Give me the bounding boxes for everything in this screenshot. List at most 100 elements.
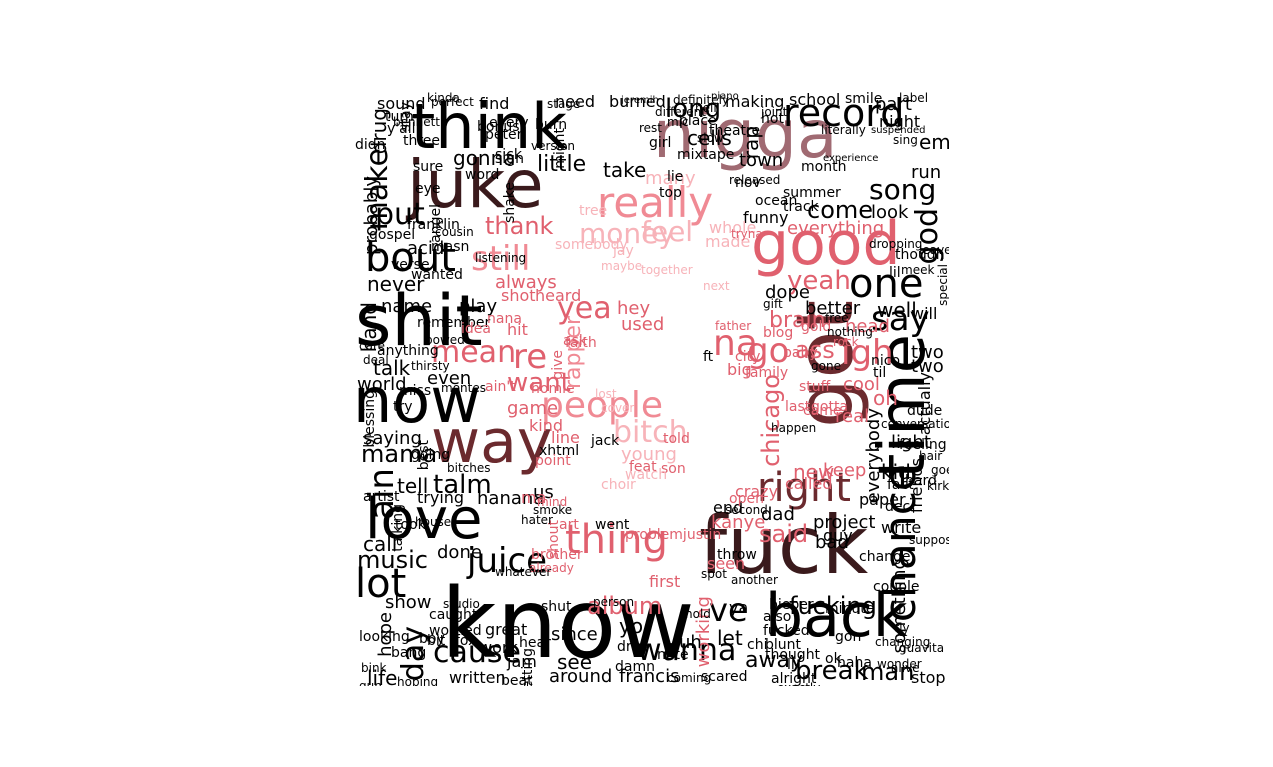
word-homie: homie bbox=[531, 381, 575, 397]
word-gold: gold bbox=[801, 319, 832, 335]
word-town: town bbox=[739, 150, 784, 171]
word-literally: literally bbox=[821, 123, 866, 137]
word-cause: cause bbox=[433, 635, 521, 670]
word-try: try bbox=[393, 399, 413, 415]
word-done: done bbox=[437, 542, 482, 563]
word-watch: watch bbox=[625, 467, 668, 483]
word-funny: funny bbox=[743, 208, 789, 227]
word-studio: studio bbox=[443, 597, 480, 611]
word-still: still bbox=[471, 239, 531, 279]
word-yeah: yeah bbox=[787, 266, 851, 296]
word-haha: haha bbox=[837, 655, 872, 671]
word-xhtml: xhtml bbox=[539, 443, 580, 459]
word-everything: everything bbox=[787, 218, 885, 239]
word-piano: piano bbox=[711, 91, 739, 102]
word-crazy: crazy bbox=[735, 482, 779, 501]
word-one: one bbox=[849, 261, 924, 307]
word-thank: thank bbox=[485, 212, 554, 240]
word-hair: hair bbox=[919, 449, 943, 463]
word-person: person bbox=[593, 595, 635, 609]
word-stop: stop bbox=[911, 668, 946, 686]
word-theatre: theatre bbox=[709, 123, 761, 139]
word-em: em bbox=[919, 130, 949, 154]
word-released: released bbox=[729, 173, 781, 187]
word-mama: mama bbox=[361, 440, 438, 468]
word-thought: thought bbox=[765, 647, 821, 663]
word-hanana: hanana bbox=[477, 488, 545, 509]
word-ask: ask bbox=[563, 333, 587, 349]
word-fucked: fucked bbox=[763, 623, 810, 639]
word-ain-t: ain't bbox=[485, 379, 516, 395]
word-remember: remember bbox=[417, 315, 491, 331]
word-thirsty: thirsty bbox=[411, 359, 450, 373]
word-fuck: fuck bbox=[699, 499, 869, 592]
word-free: free bbox=[825, 311, 849, 325]
word-yo: yo bbox=[619, 614, 644, 638]
word-mixtape: mixtape bbox=[677, 147, 735, 163]
word-show: show bbox=[385, 592, 432, 613]
word-bieber: bieber bbox=[769, 597, 814, 613]
word-girl: girl bbox=[649, 135, 672, 151]
word-spot: spot bbox=[701, 567, 727, 581]
word-gift: gift bbox=[763, 297, 783, 311]
word-came: came bbox=[803, 403, 842, 419]
word-sound: sound bbox=[377, 94, 426, 113]
word-blessing: blessing bbox=[362, 390, 378, 448]
word-cells: cells bbox=[687, 126, 732, 150]
word-life: life bbox=[367, 666, 398, 686]
word-chi: chi bbox=[747, 637, 768, 653]
word-blunt: blunt bbox=[765, 637, 802, 653]
word-oh: oh bbox=[873, 386, 898, 410]
word-coming: coming bbox=[667, 671, 712, 685]
word-joint: joint bbox=[761, 105, 788, 119]
word-perfect: perfect bbox=[431, 95, 474, 109]
word-deal: deal bbox=[363, 353, 389, 367]
word-family: family bbox=[745, 365, 789, 381]
word-brother: brother bbox=[531, 547, 583, 563]
word-ma: ma bbox=[521, 488, 547, 507]
word-name: name bbox=[381, 296, 433, 317]
word-always: always bbox=[495, 272, 557, 293]
word-wanted: wanted bbox=[411, 267, 463, 283]
word-francis: francis bbox=[619, 666, 680, 686]
word-another: another bbox=[731, 573, 778, 587]
word-go: go bbox=[747, 331, 790, 371]
word-back: back bbox=[765, 581, 908, 651]
word-written: written bbox=[449, 668, 506, 686]
word-first: first bbox=[649, 572, 681, 591]
word-fox: fox bbox=[455, 633, 477, 649]
word-mic: mic bbox=[667, 115, 689, 129]
word-feat: feat bbox=[629, 459, 657, 475]
word-long: long bbox=[665, 94, 722, 124]
word-together: together bbox=[641, 263, 693, 277]
word-tryna: tryna bbox=[731, 227, 763, 241]
word-worried: worried bbox=[429, 623, 482, 639]
word-jam: jam bbox=[507, 652, 537, 671]
word-trying: trying bbox=[417, 488, 465, 507]
word-faith: faith bbox=[565, 335, 597, 351]
word-dude: dude bbox=[907, 403, 943, 419]
word-light: light bbox=[891, 432, 931, 453]
word-point: point bbox=[535, 453, 571, 469]
word-hey: hey bbox=[617, 298, 651, 319]
word-re: re bbox=[513, 337, 548, 377]
word-tree: tree bbox=[579, 203, 608, 219]
word-word: word bbox=[465, 167, 500, 183]
word-wonder: wonder bbox=[877, 657, 922, 671]
word-suspended: suspended bbox=[871, 125, 926, 136]
word-caught: caught bbox=[429, 607, 478, 623]
word-seen: seen bbox=[707, 554, 746, 573]
word-label: label bbox=[899, 91, 929, 105]
word-exactly: exactly bbox=[777, 682, 820, 686]
word-shot: shot bbox=[501, 286, 536, 305]
word-hot: hot bbox=[761, 111, 784, 127]
word-conversation: conversation bbox=[881, 417, 949, 431]
word-play: play bbox=[459, 296, 498, 317]
word-burned: burned bbox=[609, 92, 666, 111]
word-probably: probably bbox=[361, 176, 382, 255]
word-care: care bbox=[359, 339, 386, 353]
word-ll: ll bbox=[787, 657, 795, 673]
word-slow: slow bbox=[697, 131, 724, 145]
word-making: making bbox=[725, 92, 785, 111]
word-problemjustin: problemjustin bbox=[625, 527, 722, 543]
